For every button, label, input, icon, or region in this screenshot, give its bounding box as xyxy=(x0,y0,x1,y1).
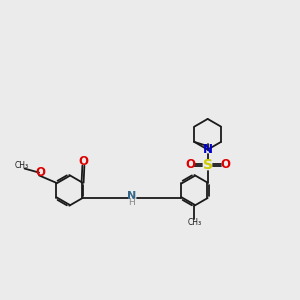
Text: S: S xyxy=(203,158,213,172)
Text: O: O xyxy=(78,155,88,168)
Text: CH₃: CH₃ xyxy=(15,161,29,170)
Text: O: O xyxy=(36,166,46,179)
Text: H: H xyxy=(128,198,135,207)
Text: N: N xyxy=(127,191,136,201)
Text: O: O xyxy=(220,158,230,171)
Text: N: N xyxy=(203,143,213,156)
Text: CH₃: CH₃ xyxy=(187,218,202,227)
Text: O: O xyxy=(185,158,195,171)
